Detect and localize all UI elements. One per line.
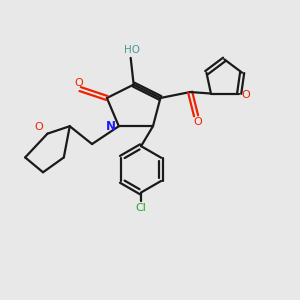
Text: O: O bbox=[74, 77, 83, 88]
Text: HO: HO bbox=[124, 45, 140, 56]
Text: O: O bbox=[241, 90, 250, 100]
Text: N: N bbox=[106, 120, 116, 133]
Text: O: O bbox=[193, 117, 202, 128]
Text: O: O bbox=[35, 122, 44, 132]
Text: Cl: Cl bbox=[136, 203, 146, 213]
